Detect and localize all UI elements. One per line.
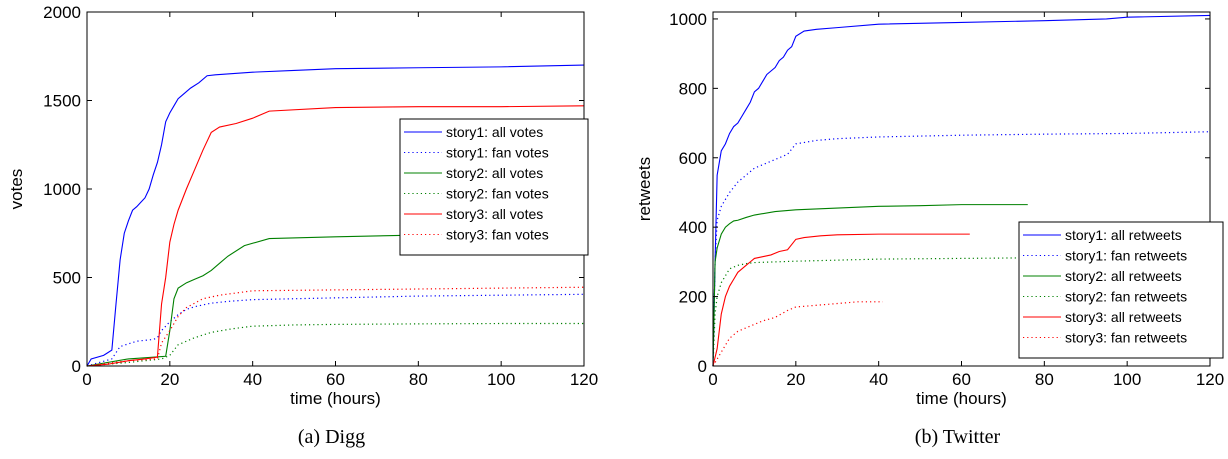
legend-entry-story1-all-retweets: story1: all retweets (1065, 227, 1182, 243)
series-group (86, 64, 585, 367)
y-tick-label: 400 (679, 218, 707, 237)
y-tick-label: 0 (72, 357, 81, 376)
series-line-story3-fan-votes (86, 286, 585, 367)
x-tick-label: 20 (160, 370, 179, 389)
legend-entry-story3-fan-votes: story3: fan votes (446, 227, 549, 243)
x-tick-label: 80 (409, 370, 428, 389)
y-tick-label: 1000 (43, 180, 81, 199)
legend-entry-story3-all-retweets: story3: all retweets (1065, 309, 1182, 325)
y-tick-label: 1500 (43, 92, 81, 111)
x-tick-label: 0 (82, 370, 91, 389)
series-line-story2-all-votes (86, 232, 585, 367)
y-axis-label: votes (7, 169, 26, 210)
legend: story1: all votes story1: fan votes story2… (399, 118, 589, 256)
y-tick-label: 600 (679, 149, 707, 168)
legend-box (399, 118, 589, 256)
legend-entry-story2-all-votes: story2: all votes (446, 165, 543, 181)
y-tick-label: 2000 (43, 3, 81, 22)
series-line-story1-fan-votes (86, 293, 585, 367)
series-line-story2-fan-retweets (712, 256, 1211, 367)
y-tick-label: 200 (679, 288, 707, 307)
x-tick-label: 120 (1196, 370, 1224, 389)
series-group (712, 14, 1211, 367)
series-line-story1-all-retweets (712, 14, 1211, 367)
x-tick-label: 120 (570, 370, 598, 389)
x-tick-label: 100 (1113, 370, 1141, 389)
x-tick-label: 0 (708, 370, 717, 389)
series-line-story1-all-votes (86, 64, 585, 367)
x-tick-label: 40 (243, 370, 262, 389)
twitter-chart: 0 20 40 60 80 100 120 0 200 400 600 800 1000 time (ho… (635, 10, 1224, 448)
legend-entry-story2-fan-votes: story2: fan votes (446, 186, 549, 202)
legend-entry-story3-fan-retweets: story3: fan retweets (1065, 330, 1187, 346)
legend-entry-story1-fan-retweets: story1: fan retweets (1065, 248, 1187, 264)
x-axis-label: time (hours) (290, 389, 381, 408)
x-tick-label: 100 (487, 370, 515, 389)
legend: story1: all retweets story1: fan retweets… (1018, 221, 1224, 359)
y-tick-label: 1000 (669, 10, 707, 29)
legend-entry-story1-all-votes: story1: all votes (446, 124, 543, 140)
figure-caption: (a) Digg (298, 426, 365, 448)
x-tick-label: 20 (786, 370, 805, 389)
y-axis-label: retweets (635, 157, 654, 221)
legend-entry-story2-all-retweets: story2: all retweets (1065, 268, 1182, 284)
digg-chart: 0 20 40 60 80 100 120 0 500 1000 1500 2000 time (hou… (7, 3, 598, 448)
y-tick-label: 800 (679, 79, 707, 98)
series-line-story3-fan-retweets (712, 301, 883, 367)
legend-entry-story1-fan-votes: story1: fan votes (446, 145, 549, 161)
y-tick-label: 500 (53, 269, 81, 288)
x-tick-label: 60 (326, 370, 345, 389)
x-tick-label: 60 (952, 370, 971, 389)
series-line-story3-all-retweets (712, 233, 970, 367)
legend-entry-story3-all-votes: story3: all votes (446, 206, 543, 222)
series-line-story2-all-retweets (712, 204, 1028, 367)
x-tick-label: 40 (869, 370, 888, 389)
legend-entry-story2-fan-retweets: story2: fan retweets (1065, 289, 1187, 305)
x-axis-label: time (hours) (916, 389, 1007, 408)
legend-box (1018, 221, 1224, 359)
figure-caption: (b) Twitter (915, 426, 1001, 448)
series-line-story2-fan-votes (86, 322, 584, 367)
series-line-story3-all-votes (86, 105, 585, 367)
x-tick-label: 80 (1035, 370, 1054, 389)
y-tick-label: 0 (698, 357, 707, 376)
